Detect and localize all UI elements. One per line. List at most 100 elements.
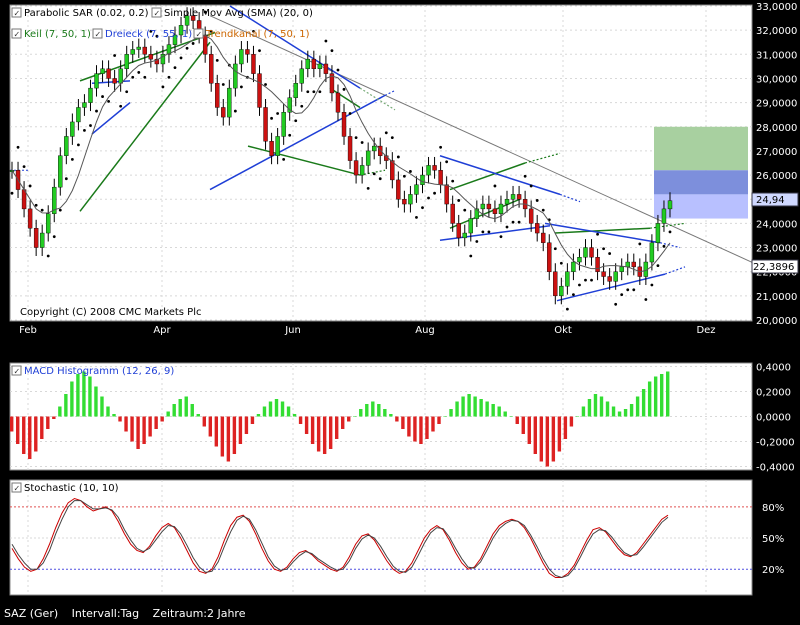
macd-bar <box>611 406 616 417</box>
price-candles <box>9 7 673 311</box>
legend-checkbox-icon[interactable] <box>11 7 22 18</box>
candle-body <box>281 112 286 137</box>
sar-dot <box>58 208 62 212</box>
sar-dot <box>650 283 654 287</box>
sar-dot <box>40 208 44 212</box>
candle-body <box>52 186 57 214</box>
current-price-box <box>751 192 799 207</box>
legend-check-icon: ✓ <box>154 9 161 18</box>
macd-bar <box>575 416 580 417</box>
macd-bar <box>154 416 158 429</box>
macd-bar <box>40 416 44 439</box>
price-y-tick-label: 29,0000 <box>756 99 797 110</box>
macd-bar <box>232 416 237 454</box>
macd-bar <box>479 399 483 417</box>
macd-bar <box>46 416 50 429</box>
candle-body <box>305 58 310 70</box>
triangle-line <box>556 273 666 302</box>
stochastic-lines <box>11 497 669 579</box>
triangle-line <box>544 222 661 244</box>
macd-bar <box>353 416 357 417</box>
macd-bar <box>202 416 206 427</box>
price-legend-row1: ✓ Parabolic SAR (0.02, 0.2) ✓ Simple Mov… <box>11 7 313 19</box>
sar-dot <box>288 133 292 137</box>
macd-bar <box>16 416 20 444</box>
macd-bar <box>593 394 598 417</box>
legend-check-icon: ✓ <box>196 30 203 39</box>
sar-dot <box>415 215 418 219</box>
sar-dot <box>125 90 129 94</box>
legend-checkbox-icon[interactable] <box>11 365 22 376</box>
macd-bar <box>419 416 423 444</box>
legend-checkbox-icon[interactable] <box>11 482 22 493</box>
legend-checkbox-icon[interactable] <box>151 7 162 18</box>
sar-dot <box>167 75 171 79</box>
candle-body <box>365 150 371 166</box>
candle-body <box>178 25 184 36</box>
candle-body <box>426 165 431 176</box>
sar-dot <box>505 225 509 229</box>
macd-bar <box>563 416 568 439</box>
candle-body <box>341 112 347 137</box>
sar-dot <box>366 186 370 190</box>
candle-body <box>27 208 33 229</box>
copyright-text: Copyright (C) 2008 CMC Markets Plc <box>20 307 201 318</box>
macd-bar <box>142 416 146 444</box>
candle-body <box>432 165 437 171</box>
sar-dot <box>668 230 672 234</box>
macd-bar <box>268 401 273 417</box>
candle-body <box>142 46 148 55</box>
macd-bar <box>172 404 176 417</box>
legend-checkbox-icon[interactable] <box>11 28 22 39</box>
sar-dot <box>499 235 503 239</box>
legend-checkbox-icon[interactable] <box>193 28 204 39</box>
legend-check-icon: ✓ <box>14 367 21 376</box>
status-bar: SAZ (Ger) Intervall:Tag Zeitraum:2 Jahre <box>4 607 256 623</box>
macd-bar <box>82 371 86 417</box>
candle-body <box>112 78 117 84</box>
sar-dot <box>372 172 376 176</box>
candle-body <box>124 54 129 70</box>
macd-y-tick-label: 0,2000 <box>756 388 791 399</box>
macd-bar <box>641 389 646 417</box>
macd-bar <box>178 399 182 417</box>
stochastic-y-tick-label: 80% <box>762 503 784 514</box>
candle-body <box>541 232 546 243</box>
candle-body <box>565 271 570 287</box>
candle-body <box>402 199 407 205</box>
macd-bar <box>443 416 447 417</box>
candle-body <box>661 208 667 224</box>
sar-dot <box>89 124 92 127</box>
candle-body <box>46 213 51 234</box>
sar-dot <box>191 42 195 45</box>
candle-body <box>462 232 467 239</box>
macd-bar <box>581 406 586 417</box>
candle-body <box>589 247 594 258</box>
price-y-axis: 33,0000 32,0000 31,0000 30,0000 29,0000 28,00… <box>756 2 797 327</box>
sar-dot <box>608 252 612 255</box>
candle-body <box>516 194 522 200</box>
sar-dot <box>638 242 642 246</box>
sar-dot <box>252 29 255 33</box>
legend-checkbox-icon[interactable] <box>92 28 103 39</box>
sar-dot <box>427 196 430 200</box>
macd-bar <box>647 381 652 417</box>
candle-body <box>547 242 552 272</box>
macd-bars <box>10 371 670 467</box>
candle-body <box>468 218 473 234</box>
candle-body <box>136 46 141 50</box>
macd-bar <box>527 416 531 444</box>
candle-body <box>577 257 582 263</box>
macd-bar <box>316 416 321 452</box>
candle-body <box>154 58 160 65</box>
macd-bar <box>437 416 441 424</box>
legend-check-icon: ✓ <box>14 9 21 18</box>
sar-dot <box>282 157 286 161</box>
sar-dot <box>300 104 304 108</box>
candle-body <box>227 87 232 118</box>
macd-bar <box>262 406 267 417</box>
sar-dot <box>342 87 346 91</box>
legend-trendkanal-label: Trendkanal (7, 50, 1) <box>205 29 310 40</box>
candle-body <box>444 184 449 205</box>
sar-dot <box>384 131 388 135</box>
